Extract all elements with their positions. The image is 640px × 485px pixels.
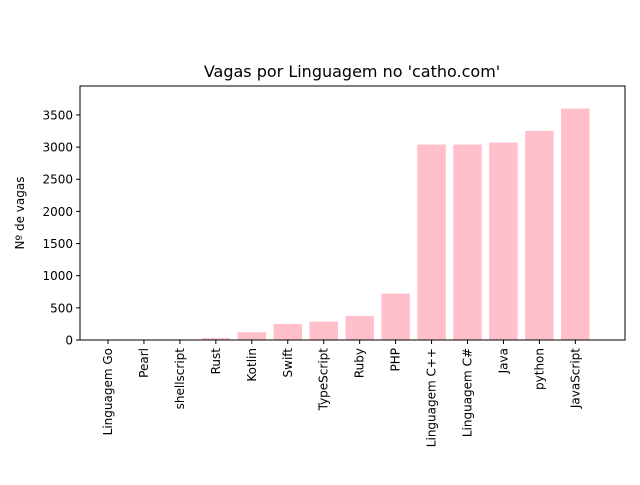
- x-tick-label-10: Linguagem C#: [461, 348, 475, 437]
- bar-7: [345, 316, 374, 340]
- x-axis-ticks: Linguagem Go Pearl shellscript Rust Kotlin Sw…: [101, 340, 582, 447]
- x-tick-label-11: Java: [496, 348, 510, 374]
- y-tick-label-3: 1500: [42, 237, 73, 251]
- y-axis-label: Nº de vagas: [13, 177, 27, 250]
- y-tick-label-1: 500: [50, 301, 73, 315]
- x-tick-label-5: Swift: [281, 348, 295, 378]
- x-tick-label-4: Kotlin: [245, 348, 259, 382]
- x-tick-label-7: Ruby: [353, 348, 367, 378]
- chart-title: Vagas por Linguagem no 'catho.com': [204, 62, 500, 81]
- bar-10: [453, 145, 482, 340]
- bar-5: [274, 324, 303, 340]
- x-tick-label-0: Linguagem Go: [101, 348, 115, 435]
- bar-13: [561, 109, 590, 340]
- x-tick-label-1: Pearl: [137, 348, 151, 378]
- x-tick-label-12: python: [532, 348, 546, 390]
- x-tick-label-8: PHP: [389, 348, 403, 372]
- y-tick-label-7: 3500: [42, 108, 73, 122]
- y-tick-label-2: 1000: [42, 269, 73, 283]
- bars: [94, 109, 590, 340]
- y-tick-label-4: 2000: [42, 205, 73, 219]
- bar-11: [489, 143, 518, 340]
- y-tick-label-5: 2500: [42, 173, 73, 187]
- x-tick-label-9: Linguagem C++: [425, 348, 439, 447]
- x-tick-label-3: Rust: [209, 348, 223, 375]
- bar-9: [417, 145, 446, 340]
- bar-12: [525, 131, 554, 340]
- bar-8: [381, 294, 410, 340]
- bar-6: [309, 322, 338, 340]
- y-axis-ticks: 0 500 1000 1500 2000 2500 3000 3500: [42, 108, 80, 347]
- y-tick-label-6: 3000: [42, 141, 73, 155]
- x-tick-label-13: JavaScript: [568, 348, 582, 409]
- y-tick-label-0: 0: [65, 334, 73, 348]
- x-tick-label-6: TypeScript: [317, 348, 331, 412]
- x-tick-label-2: shellscript: [173, 348, 187, 410]
- bar-4: [238, 332, 266, 340]
